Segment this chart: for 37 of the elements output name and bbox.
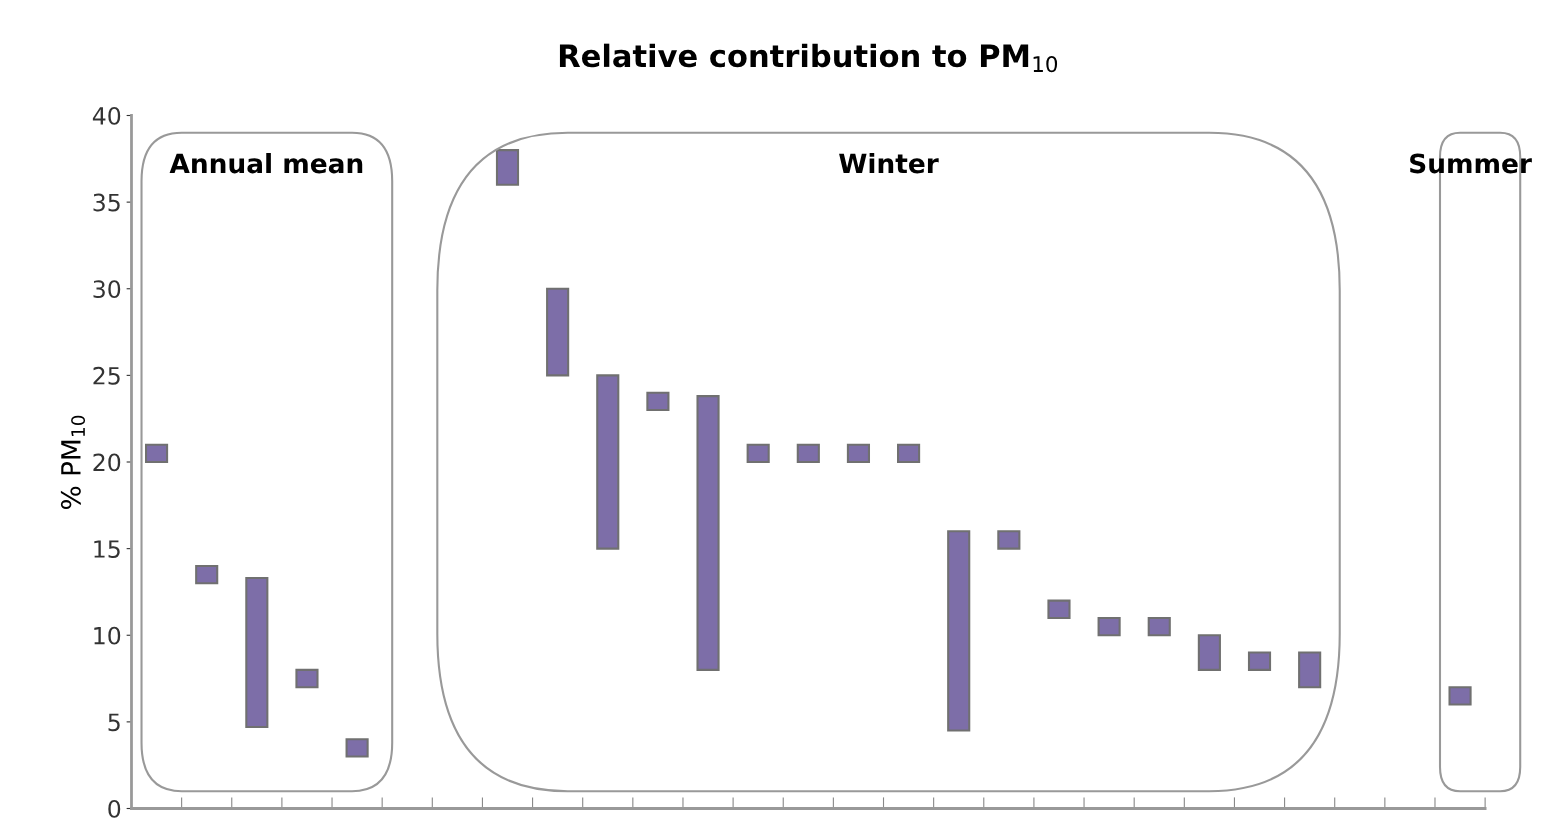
y-axis-title: % PM$_{10}$	[60, 415, 86, 509]
bar	[997, 530, 1021, 550]
bar	[696, 395, 720, 671]
bar	[345, 738, 369, 758]
bar	[796, 443, 820, 464]
bar	[646, 391, 670, 412]
y-tick-label: 0	[108, 799, 121, 818]
bar	[897, 443, 921, 464]
bar	[1097, 616, 1121, 637]
bar	[1147, 616, 1171, 637]
bar	[746, 443, 770, 464]
annotation: Winter	[839, 152, 939, 174]
bar	[1448, 686, 1472, 706]
bar	[1247, 651, 1272, 671]
chart-title: Relative contribution to PM$_{10}$	[559, 43, 1058, 73]
bar	[546, 287, 570, 377]
y-tick-label: 40	[92, 106, 121, 125]
bar	[1298, 651, 1322, 689]
bar	[1047, 599, 1071, 619]
bar	[846, 443, 871, 464]
y-tick-label: 25	[93, 366, 120, 385]
annotation: Summer	[1410, 153, 1532, 174]
bar	[1197, 634, 1221, 671]
bar	[245, 577, 269, 729]
bar	[495, 149, 520, 186]
y-tick-label: 15	[94, 540, 120, 558]
bar	[947, 530, 971, 732]
bar	[144, 443, 169, 464]
y-tick-label: 5	[108, 713, 120, 732]
bar	[295, 668, 319, 689]
y-tick-label: 20	[93, 453, 121, 472]
bar	[195, 564, 219, 585]
bar	[596, 374, 620, 550]
y-tick-label: 30	[93, 280, 121, 299]
annotation: Annual mean	[169, 152, 363, 174]
y-tick-label: 35	[93, 193, 120, 212]
y-tick-label: 10	[94, 626, 121, 645]
